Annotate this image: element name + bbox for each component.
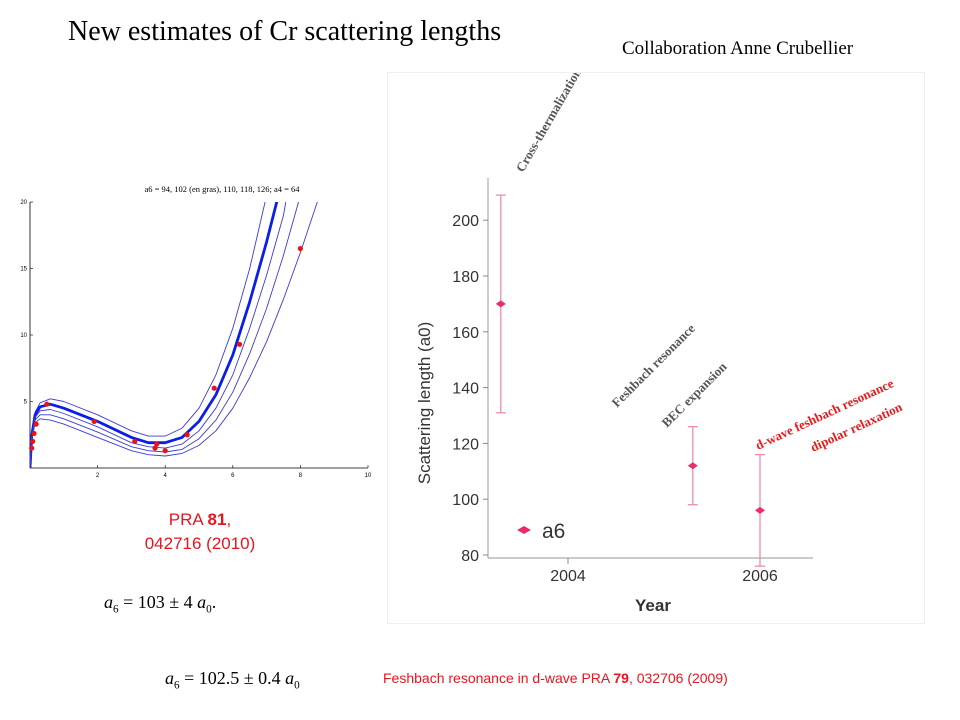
bold-fit-curve <box>30 202 279 468</box>
fit-curve-3 <box>30 202 300 468</box>
ref2-prefix: Feshbach resonance in d-wave PRA <box>383 670 614 686</box>
annotation-label: Cross-thermalization <box>513 73 585 175</box>
data-point <box>211 385 217 391</box>
res1-sym: a <box>104 592 113 612</box>
data-point <box>29 445 35 451</box>
scattering-point <box>755 506 765 514</box>
fit-curve-4 <box>30 202 318 468</box>
left-x-tick-label: 8 <box>299 473 303 478</box>
data-point <box>33 421 39 427</box>
right-scattering-chart: 80100120140160180200200420062008 Cross-t… <box>415 65 960 615</box>
collaboration-credit: Collaboration Anne Crubellier <box>622 38 854 59</box>
res1-unit-sub: 0 <box>206 603 212 616</box>
fit-curve-0 <box>30 202 266 468</box>
result-a6-103: a6 = 103 ± 4 a0. <box>104 592 216 616</box>
left-x-tick-label: 4 <box>164 473 168 478</box>
res2-sym: a <box>165 668 174 688</box>
res1-tail: . <box>211 592 217 612</box>
res2-unit: a <box>285 668 295 688</box>
data-point <box>162 448 168 454</box>
scattering-point <box>687 462 698 470</box>
legend-label: a6 <box>542 520 565 543</box>
right-x-tick-label: 2006 <box>742 568 778 585</box>
data-point <box>91 418 97 425</box>
data-point <box>297 245 303 252</box>
right-y-tick-label: 140 <box>452 381 479 398</box>
data-point <box>152 445 158 451</box>
left-y-tick-label: 5 <box>24 400 28 406</box>
left-x-tick-label: 2 <box>96 473 100 478</box>
res2-sub: 6 <box>174 679 180 692</box>
right-y-tick-label: 80 <box>461 548 479 565</box>
ref1-volume: 81 <box>207 510 227 529</box>
left-chart-title: a6 = 94, 102 (en gras), 110, 118, 126; a… <box>144 184 300 194</box>
data-point <box>236 341 243 347</box>
res1-unit: a <box>197 592 207 612</box>
right-y-tick-label: 180 <box>452 269 479 286</box>
res2-unit-sub: 0 <box>294 679 300 692</box>
res1-value: = 103 ± 4 <box>118 592 198 612</box>
slide-title: New estimates of Cr scattering lengths <box>68 16 502 47</box>
data-point <box>31 430 37 437</box>
left-y-tick-label: 10 <box>20 333 27 339</box>
ref2-tail: , 032706 (2009) <box>628 670 728 686</box>
right-chart-ylabel: Scattering length (a0) <box>415 322 434 485</box>
data-point <box>132 438 138 444</box>
right-x-tick-label: 2004 <box>550 568 586 585</box>
res1-sub: 6 <box>113 603 119 616</box>
data-point <box>184 432 190 438</box>
right-y-tick-label: 100 <box>452 492 479 509</box>
reference-pra81: PRA 81, 042716 (2010) <box>120 508 280 556</box>
left-y-tick-label: 15 <box>20 267 27 273</box>
right-y-tick-label: 200 <box>452 213 479 230</box>
ref1-line2: 042716 (2010) <box>144 534 256 553</box>
ref2-volume: 79 <box>613 670 629 686</box>
left-x-tick-label: 10 <box>365 473 372 478</box>
ref1-comma: , <box>226 510 232 529</box>
right-y-tick-label: 120 <box>452 436 479 453</box>
legend-marker <box>517 526 531 534</box>
left-y-tick-label: 20 <box>20 200 27 206</box>
ref1-prefix: PRA <box>168 510 203 529</box>
fit-curve-2 <box>30 202 287 468</box>
right-y-tick-label: 160 <box>452 325 479 342</box>
scattering-point <box>495 300 506 308</box>
data-point <box>30 438 36 444</box>
res2-value: = 102.5 ± 0.4 <box>179 668 286 688</box>
right-chart-xlabel: Year <box>635 596 671 615</box>
data-point <box>44 401 50 407</box>
left-fit-chart: a6 = 94, 102 (en gras), 110, 118, 126; a… <box>20 184 372 478</box>
result-a6-102-5: a6 = 102.5 ± 0.4 a0 <box>165 668 300 692</box>
right-chart-legend: a6 <box>517 520 565 543</box>
annotation-label: BEC expansion <box>659 358 731 430</box>
right-chart-panel: 80100120140160180200200420062008 Cross-t… <box>387 65 960 624</box>
data-point <box>154 441 160 447</box>
left-x-tick-label: 6 <box>231 473 235 478</box>
reference-pra79: Feshbach resonance in d-wave PRA 79, 032… <box>383 670 728 686</box>
